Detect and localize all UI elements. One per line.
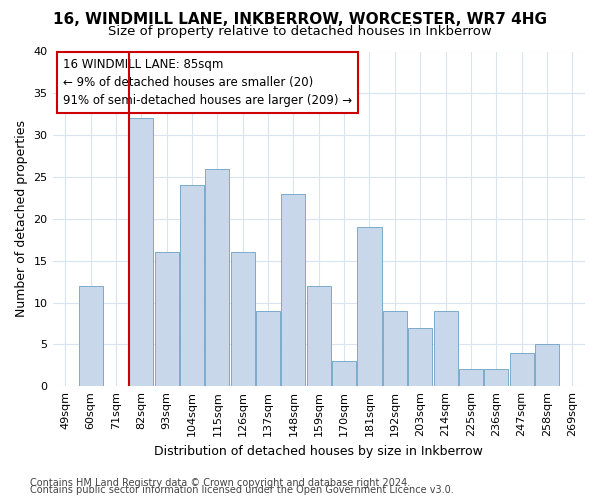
Y-axis label: Number of detached properties: Number of detached properties	[15, 120, 28, 318]
Bar	[535, 344, 559, 386]
Text: Contains public sector information licensed under the Open Government Licence v3: Contains public sector information licen…	[30, 485, 454, 495]
Text: 16 WINDMILL LANE: 85sqm
← 9% of detached houses are smaller (20)
91% of semi-det: 16 WINDMILL LANE: 85sqm ← 9% of detached…	[63, 58, 352, 107]
Bar	[180, 186, 204, 386]
Text: 16, WINDMILL LANE, INKBERROW, WORCESTER, WR7 4HG: 16, WINDMILL LANE, INKBERROW, WORCESTER,…	[53, 12, 547, 28]
X-axis label: Distribution of detached houses by size in Inkberrow: Distribution of detached houses by size …	[154, 444, 483, 458]
Text: Contains HM Land Registry data © Crown copyright and database right 2024.: Contains HM Land Registry data © Crown c…	[30, 478, 410, 488]
Bar	[434, 311, 458, 386]
Bar	[484, 370, 508, 386]
Bar	[230, 252, 255, 386]
Bar	[509, 352, 533, 386]
Bar	[307, 286, 331, 386]
Bar	[129, 118, 154, 386]
Bar	[408, 328, 432, 386]
Bar	[358, 227, 382, 386]
Bar	[79, 286, 103, 386]
Bar	[256, 311, 280, 386]
Text: Size of property relative to detached houses in Inkberrow: Size of property relative to detached ho…	[108, 25, 492, 38]
Bar	[332, 361, 356, 386]
Bar	[383, 311, 407, 386]
Bar	[281, 194, 305, 386]
Bar	[205, 168, 229, 386]
Bar	[155, 252, 179, 386]
Bar	[459, 370, 483, 386]
